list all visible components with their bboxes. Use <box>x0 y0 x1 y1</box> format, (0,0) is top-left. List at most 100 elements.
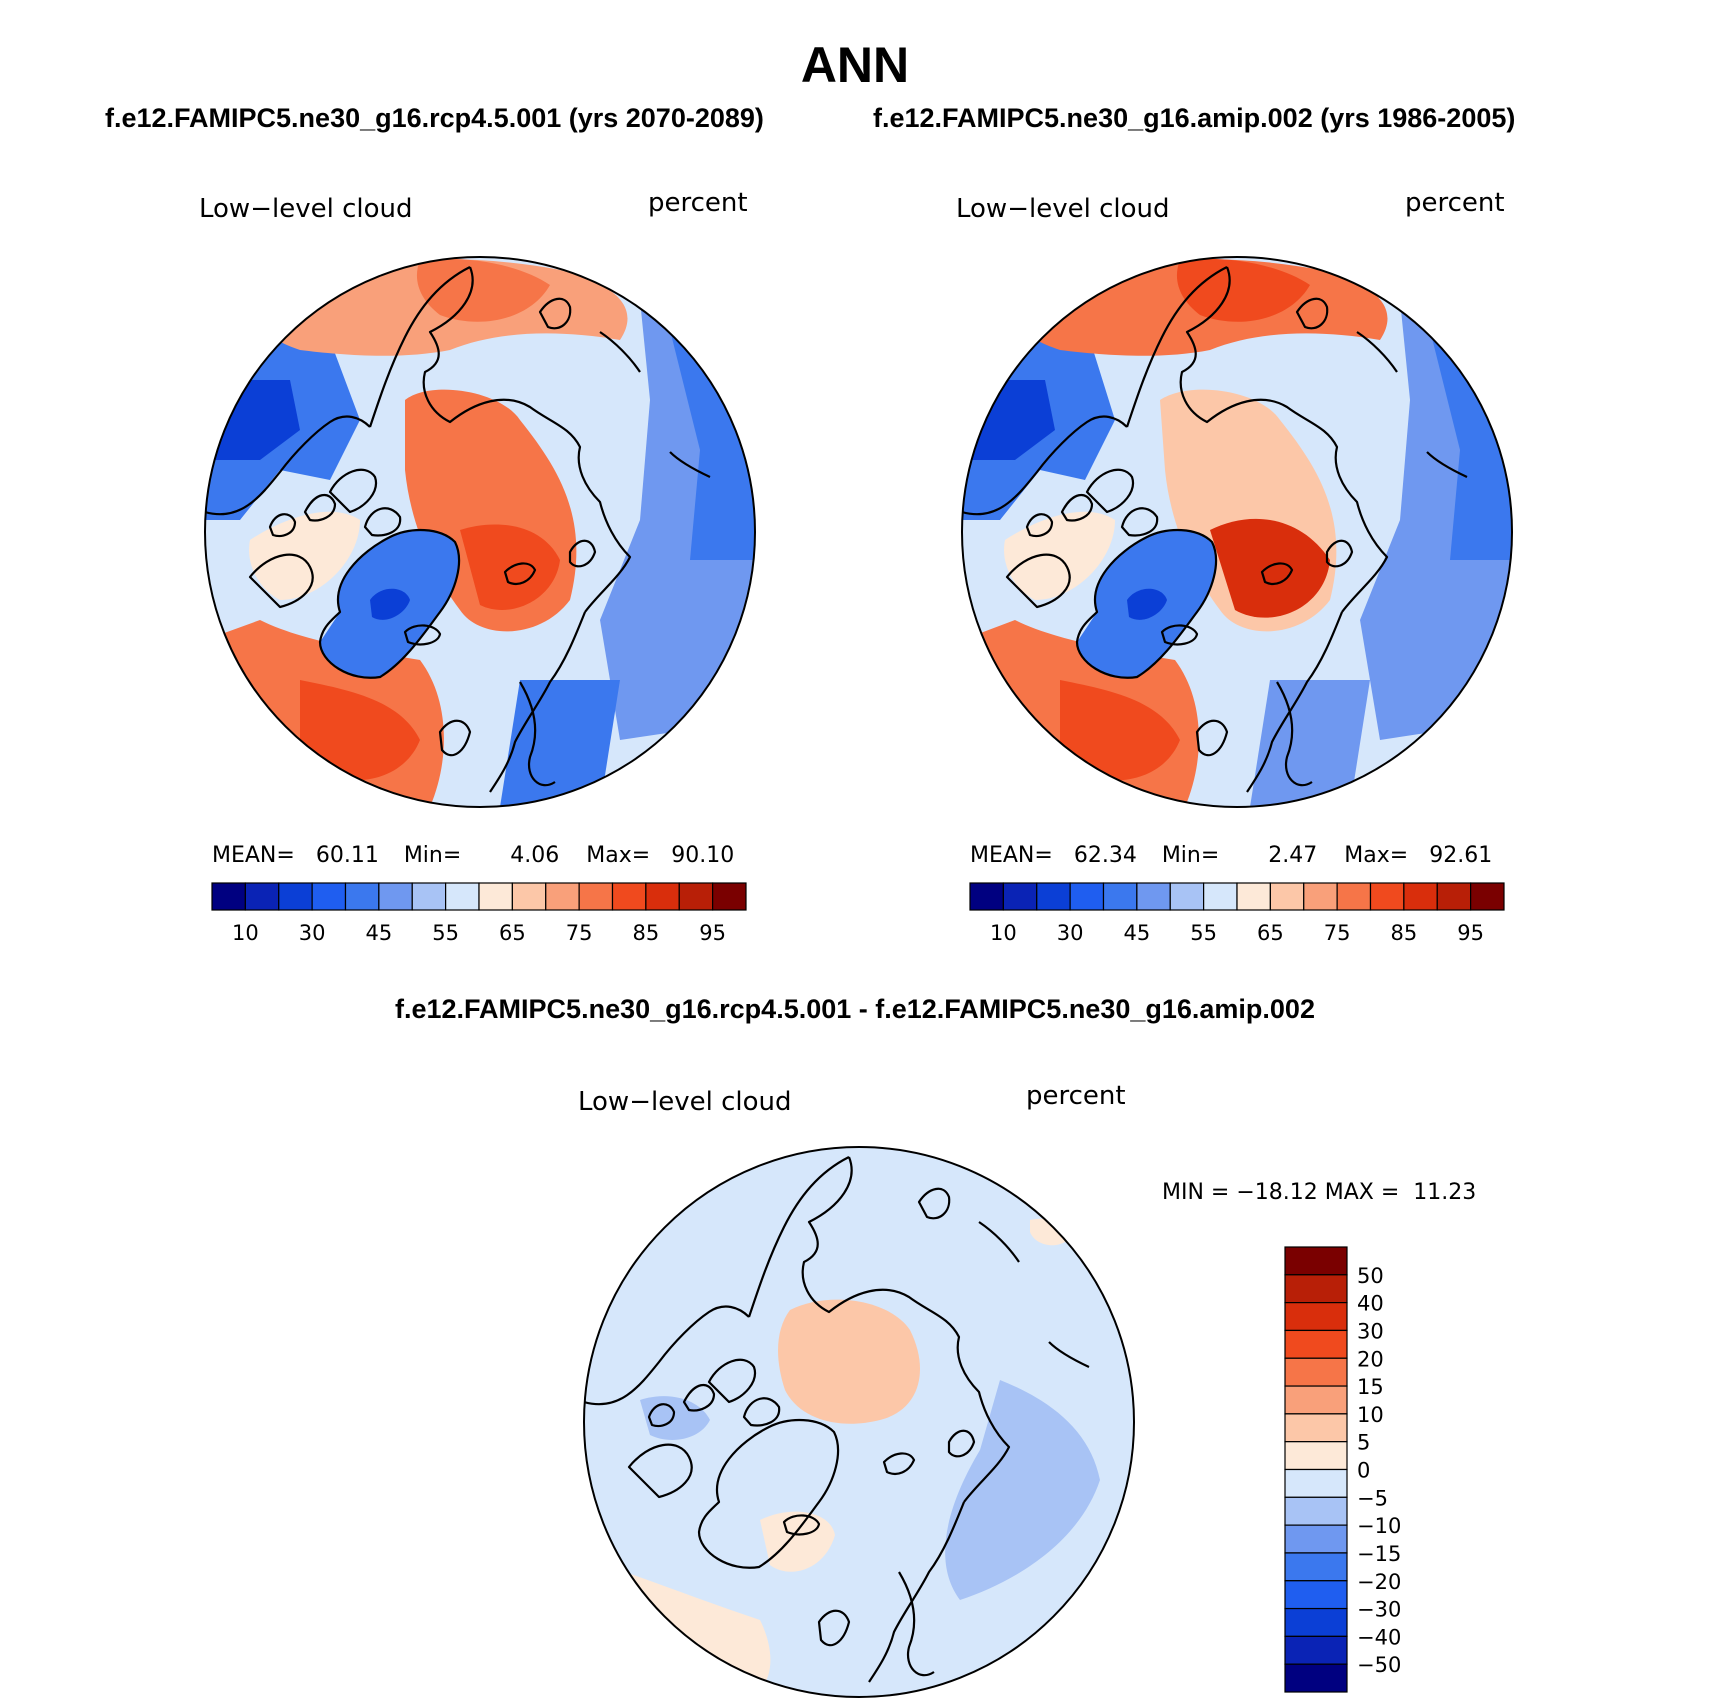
diff-colorbar-tick-label: −15 <box>1357 1542 1401 1566</box>
main-title: ANN <box>800 37 910 93</box>
diff-colorbar-tick-label: −20 <box>1357 1570 1401 1594</box>
panel1-min-value: 4.06 <box>510 843 560 868</box>
panel1-colorbar-swatch <box>211 882 246 911</box>
diff-colorbar-tick-label: 20 <box>1357 1347 1384 1371</box>
panel2-colorbar-swatch <box>1102 882 1138 911</box>
panel2-colorbar-tick-label: 85 <box>1391 921 1418 945</box>
diff-colorbar-tick-label: 50 <box>1357 1264 1384 1288</box>
panel2-colorbar-swatch <box>1002 882 1038 911</box>
panel2-min-label: Min= <box>1161 843 1220 868</box>
diff-colorbar-tick-label: 15 <box>1357 1375 1384 1399</box>
panel2-colorbar-tick-label: 30 <box>1057 921 1084 945</box>
diff-colorbar-swatch <box>1284 1385 1348 1415</box>
subtitle-right: f.e12.FAMIPC5.ne30_g16.amip.002 (yrs 198… <box>873 103 1516 133</box>
panel3-stats: MIN = −18.12 MAX = 11.23 <box>1162 1180 1477 1205</box>
panel1-colorbar-tick-label: 65 <box>499 921 526 945</box>
diff-colorbar-tick-label: −5 <box>1357 1486 1388 1510</box>
panel2-colorbar-swatch <box>1369 882 1405 911</box>
diff-colorbar-tick-label: −30 <box>1357 1598 1401 1622</box>
panel1-min-label: Min= <box>403 843 462 868</box>
diff-title: f.e12.FAMIPC5.ne30_g16.rcp4.5.001 - f.e1… <box>395 994 1315 1024</box>
panel1-colorbar-swatch <box>445 882 480 911</box>
panel1-colorbar-swatch <box>678 882 714 911</box>
panel1-units-label: percent <box>648 188 748 218</box>
panel2-colorbar-swatch <box>1036 882 1071 911</box>
diff-colorbar-swatch <box>1284 1413 1348 1443</box>
diff-colorbar-swatch <box>1284 1441 1348 1471</box>
panel2-max-label: Max= <box>1344 843 1409 868</box>
diff-colorbar-swatch <box>1284 1635 1348 1665</box>
panel1-colorbar: 10 30 45 55 65 75 85 95 <box>211 882 747 945</box>
panel2-colorbar-swatch <box>1136 882 1171 911</box>
diff-colorbar-tick-label: 0 <box>1357 1459 1370 1483</box>
panel1-colorbar-swatch <box>411 882 447 911</box>
panel2-colorbar-swatch <box>969 882 1004 911</box>
panel2-map-border <box>961 256 1513 808</box>
diff-colorbar-swatch <box>1284 1246 1348 1276</box>
panel2-colorbar-swatch <box>1436 882 1472 911</box>
diff-colorbar-tick-label: −50 <box>1357 1653 1401 1677</box>
panel1-mean-label: MEAN= <box>212 843 295 868</box>
panel1-colorbar-swatch <box>478 882 513 911</box>
panel1-colorbar-swatch <box>611 882 647 911</box>
panel2-map <box>962 257 1512 807</box>
diff-colorbar-swatch <box>1284 1552 1348 1582</box>
diff-colorbar-tick-label: 10 <box>1357 1403 1384 1427</box>
panel2-colorbar-tick-label: 10 <box>990 921 1017 945</box>
panel1-map-border <box>204 256 756 808</box>
diff-colorbar-tick-label: −40 <box>1357 1625 1401 1649</box>
panel1-colorbar-swatch <box>378 882 413 911</box>
panel1-colorbar-tick-label: 45 <box>366 921 393 945</box>
diff-colorbar-swatch <box>1284 1607 1348 1637</box>
subtitle-left: f.e12.FAMIPC5.ne30_g16.rcp4.5.001 (yrs 2… <box>105 103 764 133</box>
panel1-colorbar-swatch <box>344 882 380 911</box>
diff-colorbar-swatch <box>1284 1468 1348 1498</box>
diff-colorbar-swatch <box>1284 1357 1348 1387</box>
diff-colorbar-swatch <box>1284 1274 1348 1304</box>
panel1-colorbar-tick-label: 95 <box>699 921 726 945</box>
panel1-colorbar-swatch <box>712 882 747 911</box>
panel2-min-value: 2.47 <box>1268 843 1318 868</box>
panel2-colorbar: 10 30 45 55 65 75 85 95 <box>969 882 1505 945</box>
panel3-units-label: percent <box>1026 1081 1126 1111</box>
panel1-max-value: 90.10 <box>671 843 735 868</box>
panel2-colorbar-tick-label: 55 <box>1190 921 1217 945</box>
panel1-colorbar-tick-label: 10 <box>232 921 259 945</box>
panel1-colorbar-swatch <box>578 882 614 911</box>
panel2-stats: MEAN= 62.34 Min= 2.47 Max= 92.61 <box>970 843 1492 868</box>
panel2-mean-label: MEAN= <box>970 843 1053 868</box>
panel2-colorbar-swatch <box>1169 882 1205 911</box>
panel2-colorbar-swatch <box>1269 882 1305 911</box>
panel1-colorbar-swatch <box>311 882 347 911</box>
panel3-map <box>584 1147 1134 1697</box>
panel3-variable-label: Low−level cloud <box>578 1087 792 1117</box>
panel2-mean-value: 62.34 <box>1073 843 1137 868</box>
panel1-colorbar-tick-label: 75 <box>566 921 593 945</box>
panel2-max-value: 92.61 <box>1429 843 1493 868</box>
panel2-colorbar-swatch <box>1203 882 1238 911</box>
panel2-colorbar-swatch <box>1470 882 1505 911</box>
panel1-colorbar-tick-label: 85 <box>633 921 660 945</box>
panel1-map <box>205 257 755 807</box>
panel1-colorbar-tick-label: 55 <box>432 921 459 945</box>
panel2-colorbar-swatch <box>1403 882 1438 911</box>
panel1-colorbar-tick-label: 30 <box>299 921 326 945</box>
diff-colorbar-swatch <box>1284 1329 1348 1359</box>
panel1-colorbar-swatch <box>645 882 680 911</box>
panel1-stats: MEAN= 60.11 Min= 4.06 Max= 90.10 <box>212 843 734 868</box>
diff-colorbar-swatch <box>1284 1302 1348 1332</box>
diff-colorbar-tick-label: 5 <box>1357 1431 1370 1455</box>
diff-colorbar-swatch <box>1284 1580 1348 1610</box>
panel2-units-label: percent <box>1405 188 1505 218</box>
panel2-colorbar-tick-label: 75 <box>1324 921 1351 945</box>
panel1-colorbar-swatch <box>278 882 313 911</box>
diff-colorbar-swatch <box>1284 1524 1348 1554</box>
panel2-colorbar-tick-label: 45 <box>1124 921 1151 945</box>
panel1-colorbar-swatch <box>511 882 547 911</box>
panel2-colorbar-tick-label: 65 <box>1257 921 1284 945</box>
diff-colorbar-tick-label: 30 <box>1357 1319 1384 1343</box>
diff-colorbar-swatch <box>1284 1496 1348 1526</box>
panel2-variable-label: Low−level cloud <box>956 194 1170 224</box>
